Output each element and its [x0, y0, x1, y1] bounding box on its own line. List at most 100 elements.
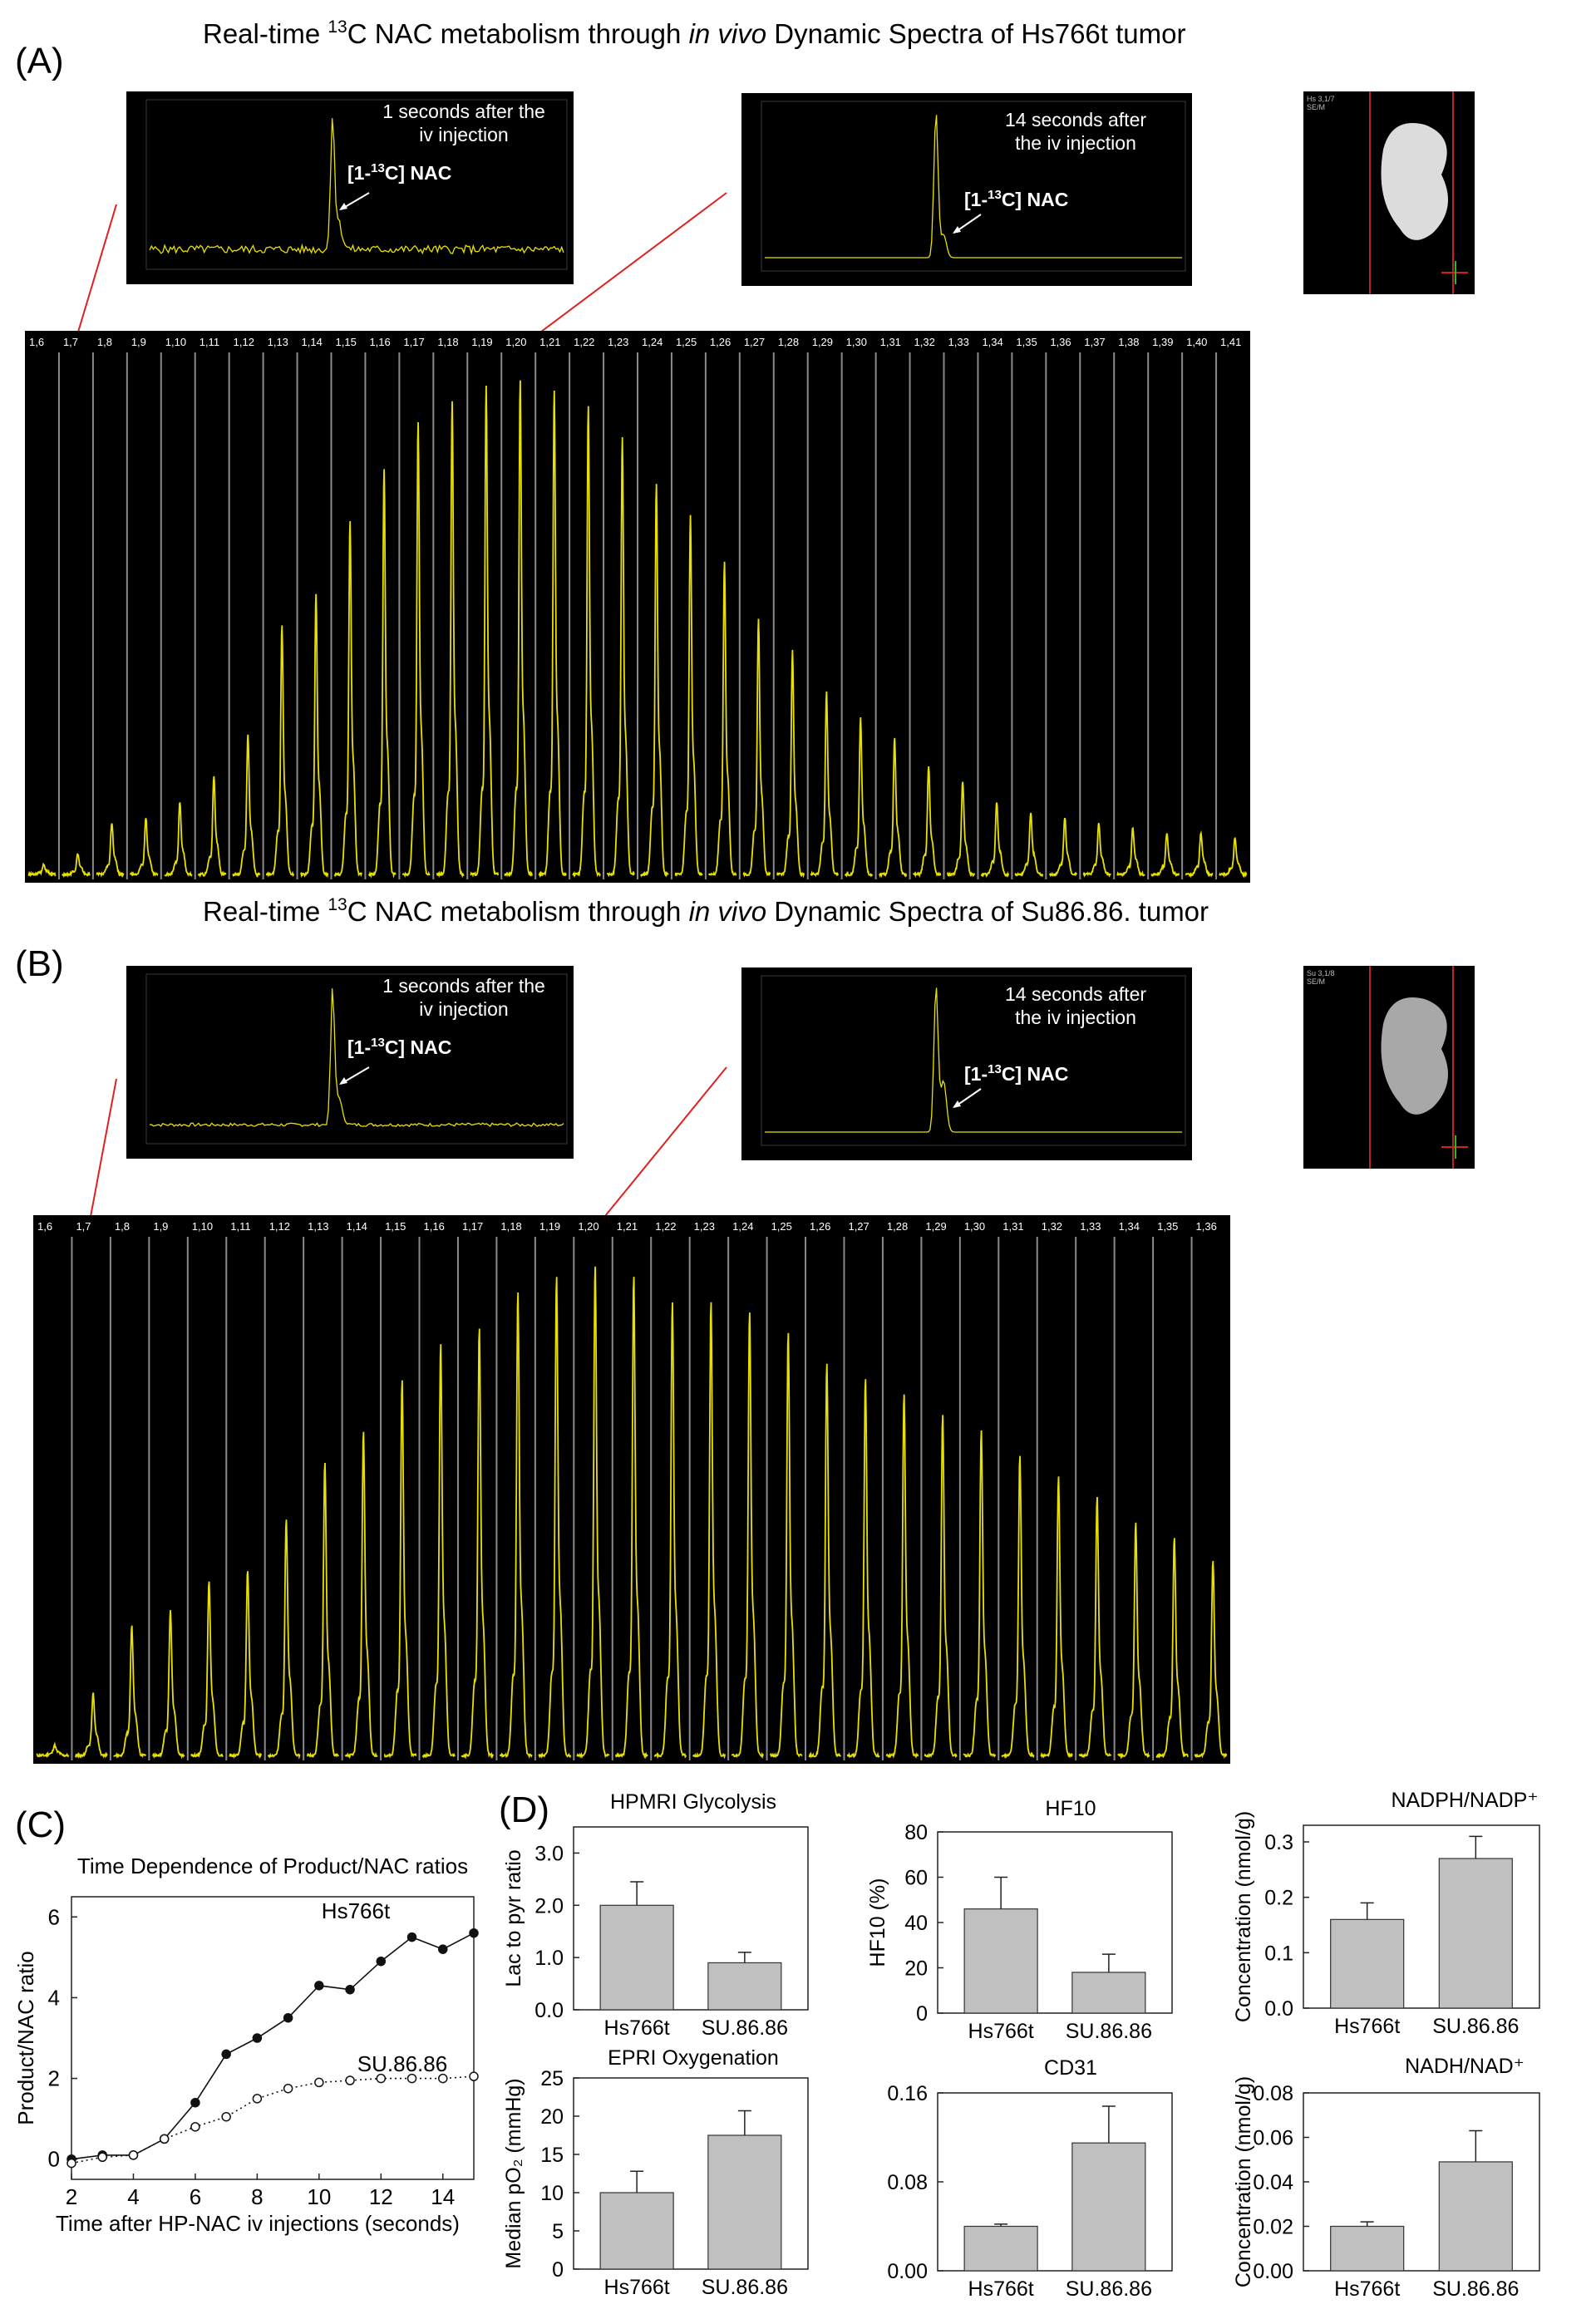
y-tick-label: 5 [552, 2220, 564, 2243]
spectrum-index-label: 1,31 [1002, 1220, 1023, 1233]
y-tick-label: 0.0 [1264, 1997, 1293, 2021]
data-point [314, 1981, 324, 1991]
y-tick-label: 0.06 [1253, 2127, 1293, 2150]
spectrum-index-label: 1,12 [269, 1220, 290, 1233]
spectrum-index-label: 1,39 [1152, 336, 1173, 348]
spectrum-index-label: 1,11 [200, 336, 219, 348]
bar [1438, 1858, 1513, 2009]
spectrum-index-label: 1,19 [539, 1220, 560, 1233]
spectrum-trace [333, 520, 362, 878]
bar-chart-y-axis-label: Concentration (nmol/g) [1232, 2076, 1255, 2287]
spectrum-index-label: 1,28 [887, 1220, 908, 1233]
spectrum-index-label: 1,19 [471, 336, 492, 348]
y-tick-label: 0.1 [1264, 1942, 1293, 1965]
y-tick-label: 0.04 [1253, 2171, 1293, 2194]
category-label: SU.86.86 [1066, 2277, 1152, 2301]
spectrum-index-label: 1,29 [812, 336, 833, 348]
spectrum-index-label: 1,20 [505, 336, 526, 348]
y-tick-label: 3.0 [534, 1842, 564, 1865]
spectrum-trace [1082, 823, 1111, 878]
spectrum-trace [113, 1625, 147, 1759]
spectrum-index-label: 1,15 [385, 1220, 406, 1233]
spectrum-trace [1185, 830, 1214, 879]
y-tick-label: 2.0 [534, 1894, 564, 1918]
y-tick-label: 25 [540, 2067, 564, 2090]
spectrum-index-label: 1,9 [153, 1220, 168, 1233]
bar [1330, 1918, 1405, 2009]
spectrum-trace [300, 593, 329, 879]
x-tick-label: 2 [66, 2184, 77, 2209]
spectrum-trace [1116, 826, 1145, 877]
peak-label-post: C] NAC [1002, 189, 1069, 210]
spectrum-trace [538, 1277, 572, 1760]
spectrum-trace [27, 862, 57, 878]
category-label: SU.86.86 [702, 2276, 788, 2299]
panel-d-bar-charts: HPMRI Glycolysis 0.0 1.0 2.0 3.0 Lac to pyr r… [502, 1789, 1540, 2301]
data-point [252, 2033, 263, 2043]
y-tick-label: 0 [552, 2258, 564, 2282]
spectrum-index-label: 1,33 [948, 336, 969, 348]
bar [707, 2134, 782, 2270]
spectrum-index-label: 1,27 [848, 1220, 869, 1233]
spectrum-trace [1014, 812, 1044, 878]
spectrum-trace [912, 766, 942, 879]
inset-2-arrowhead [953, 226, 961, 234]
spectrum-trace [1155, 1538, 1189, 1759]
spectrum-trace [653, 1302, 687, 1760]
category-label: SU.86.86 [1432, 2277, 1519, 2301]
x-tick-label: 14 [431, 2184, 455, 2209]
spectrum-index-label: 1,30 [846, 336, 867, 348]
y-tick-label: 80 [904, 1821, 928, 1844]
data-point [406, 1932, 417, 1942]
inset-1-frame [145, 99, 568, 270]
inset-1-arrowhead [339, 1077, 347, 1085]
bar-chart-title: NADH/NAD⁺ [1405, 2055, 1525, 2078]
spectrum-index-label: 1,41 [1220, 336, 1241, 348]
spectrum-trace [946, 781, 976, 878]
inset-2-background [741, 967, 1192, 1160]
bar-chart-frame [573, 1826, 809, 2011]
spectrum-trace [190, 1581, 224, 1759]
bar [1071, 1972, 1146, 2014]
inset-2-arrowhead [953, 1100, 961, 1108]
spectrum-index-label: 1,25 [771, 1220, 792, 1233]
category-label: Hs766t [604, 2016, 670, 2040]
bar [707, 1962, 782, 2011]
inset-2-frame [761, 101, 1186, 272]
x-tick-label: 10 [307, 2184, 331, 2209]
pointer-line-1 [70, 204, 117, 357]
spectrum-trace [470, 385, 500, 878]
data-point [438, 2073, 448, 2084]
spectrum-index-label: 1,24 [642, 336, 663, 348]
y-tick-label: 0.2 [1264, 1887, 1293, 1910]
y-tick-label: 0.00 [887, 2260, 928, 2283]
bar-chart-title: HF10 [1045, 1797, 1096, 1820]
bar-chart-y-axis-label: Median pO₂ (mmHg) [502, 2078, 525, 2268]
pointer-line-1 [85, 1078, 117, 1241]
y-tick-label: 40 [904, 1912, 928, 1935]
peak-label-post: C] NAC [385, 162, 452, 184]
mri-image-label-1: Hs 3,1/7 [1307, 95, 1335, 103]
spectrum-index-label: 1,34 [982, 336, 1002, 348]
data-point [190, 2097, 200, 2108]
panel-b-title-ital: in vivo [689, 896, 767, 927]
spectrum-trace [844, 716, 874, 878]
spectrum-trace [306, 1462, 340, 1758]
spectrum-trace [499, 1292, 533, 1759]
chart-c-plot-frame [71, 1896, 475, 2180]
data-point [438, 1944, 448, 1954]
spectrum-index-label: 1,23 [608, 336, 628, 348]
data-point [283, 2012, 293, 2023]
spectrum-index-label: 1,37 [1084, 336, 1105, 348]
data-point [221, 2111, 231, 2122]
y-tick-label: 20 [904, 1957, 928, 1981]
inset-1-time-line-2: iv injection [419, 124, 508, 145]
spectrum-trace [963, 1430, 997, 1758]
spectrum-trace [62, 853, 91, 879]
spectrum-trace [36, 1741, 70, 1759]
spectrum-index-label: 1,40 [1186, 336, 1207, 348]
inset-2-background [741, 93, 1192, 286]
inset-1-time-line-2: iv injection [419, 998, 508, 1020]
spectrum-index-label: 1,9 [131, 336, 146, 348]
